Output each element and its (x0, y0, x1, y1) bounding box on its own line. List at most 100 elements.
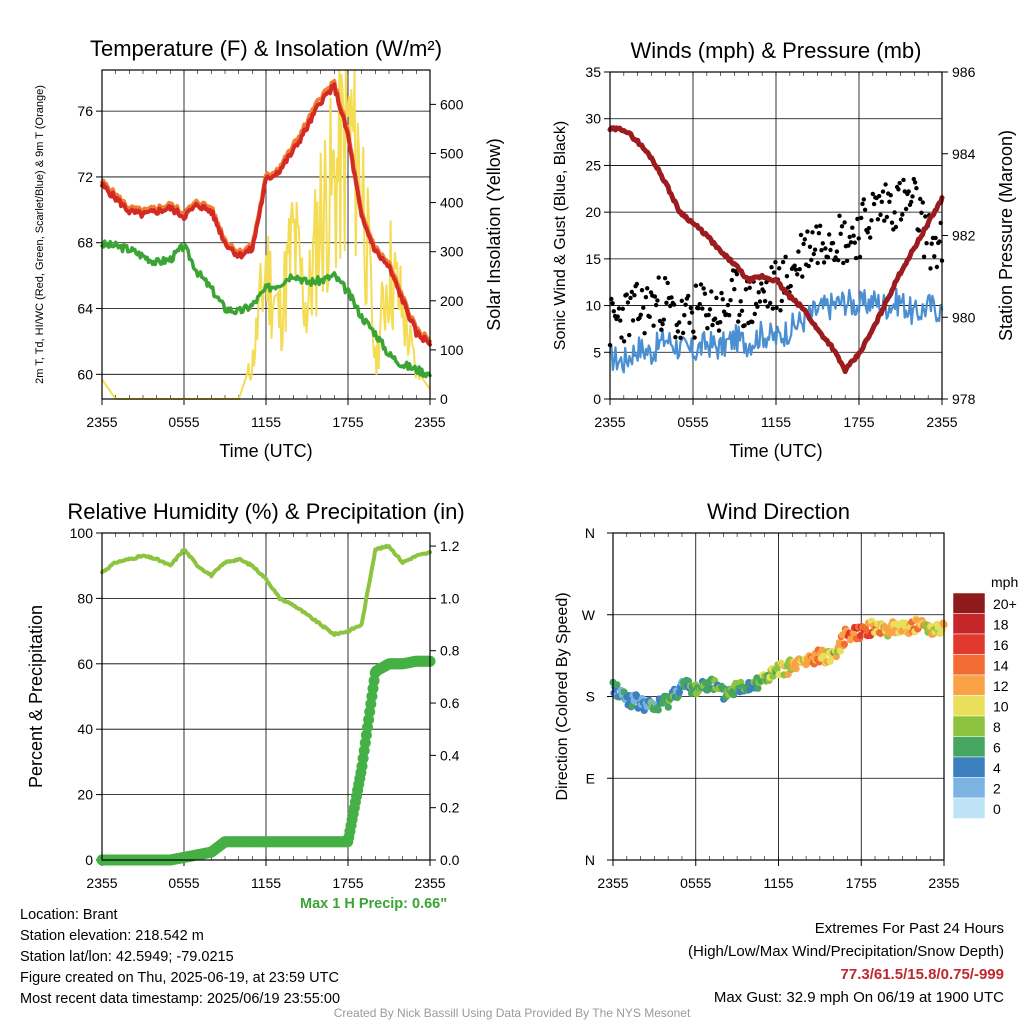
x-tick-label: 1755 (843, 414, 874, 430)
y-right-tick-label: 100 (440, 342, 464, 358)
gust-point (716, 328, 722, 333)
gust-point (848, 240, 854, 245)
x-axis-label: Time (UTC) (729, 441, 822, 461)
y-tick-label: N (585, 852, 595, 868)
gust-point (660, 321, 665, 327)
colorbar-label: 8 (993, 719, 1001, 735)
gust-point (920, 200, 925, 205)
x-tick-label: 2355 (414, 414, 445, 430)
y-tick-label: 40 (77, 721, 93, 737)
gust-point (792, 263, 797, 268)
direction-point (754, 684, 762, 692)
gust-point (901, 177, 906, 183)
direction-point (818, 646, 826, 654)
gust-point (691, 329, 696, 334)
gust-point (788, 283, 793, 289)
gust-point (765, 304, 770, 309)
gust-point (836, 258, 841, 263)
y-tick-label: 60 (77, 366, 93, 382)
gust-point (665, 280, 670, 286)
x-tick-label: 2355 (86, 414, 117, 430)
colorbar-label: 4 (993, 760, 1001, 776)
gust-point (852, 240, 857, 245)
gust-point (855, 216, 860, 222)
gust-point (621, 339, 627, 344)
gust-point (725, 302, 731, 308)
gust-point (669, 295, 674, 300)
x-tick-label: 2355 (926, 414, 957, 430)
gust-point (779, 298, 784, 304)
gust-point (821, 260, 827, 265)
extremes-values: 77.3/61.5/15.8/0.75/-999 (840, 966, 1004, 983)
max-precip-annotation: Max 1 H Precip: 0.66" (300, 896, 448, 912)
gust-point (697, 301, 702, 307)
gust-point (719, 290, 724, 296)
gust-point (834, 249, 840, 254)
gust-point (830, 240, 836, 246)
gust-point (706, 312, 711, 318)
gust-point (678, 335, 683, 340)
gust-point (888, 193, 893, 198)
gust-point (815, 260, 820, 266)
gust-point (686, 293, 691, 299)
gust-point (619, 335, 624, 340)
x-tick-label: 2355 (597, 875, 628, 891)
y-right-tick-label: 0.0 (440, 852, 460, 868)
gust-point (812, 247, 818, 252)
gust-point (728, 298, 733, 303)
gust-point (814, 224, 819, 229)
gust-point (638, 312, 643, 317)
colorbar-label: 2 (993, 781, 1001, 797)
gust-point (923, 214, 928, 219)
gust-point (850, 225, 855, 230)
gust-point (615, 314, 620, 319)
gust-point (778, 308, 783, 313)
max-gust-text: Max Gust: 32.9 mph On 06/19 at 1900 UTC (713, 989, 1004, 1006)
gust-point (865, 230, 870, 235)
gust-point (688, 305, 693, 311)
gust-point (770, 306, 775, 311)
y-tick-label: S (586, 689, 595, 705)
extremes-legend: (High/Low/Max Wind/Precipitation/Snow De… (688, 943, 1004, 960)
gust-point (916, 228, 922, 233)
extremes-info: Extremes For Past 24 Hours (High/Low/Max… (688, 917, 1004, 1009)
x-tick-label: 2355 (928, 875, 959, 891)
gust-point (679, 298, 684, 303)
gust-point (937, 239, 942, 244)
gust-point (769, 265, 774, 270)
gust-point (710, 322, 715, 328)
direction-point (826, 657, 834, 665)
y-tick-label: 64 (77, 301, 93, 317)
gust-point (698, 282, 704, 287)
gust-point (662, 276, 668, 281)
colorbar-label: 14 (993, 658, 1009, 674)
gust-point (868, 235, 873, 240)
y-tick-label: N (585, 525, 595, 541)
x-tick-label: 0555 (680, 875, 711, 891)
gust-point (709, 289, 714, 294)
gust-point (757, 299, 763, 304)
colorbar-swatch (952, 613, 986, 635)
gust-point (882, 218, 887, 223)
gust-point (655, 298, 660, 303)
gust-point (610, 301, 615, 306)
gust-point (798, 232, 804, 238)
y-tick-label: 5 (593, 344, 601, 360)
gust-point (839, 224, 845, 229)
gust-point (627, 332, 632, 338)
gust-point (643, 295, 649, 300)
x-axis-label: Time (UTC) (219, 441, 312, 461)
gust-point (856, 236, 861, 241)
gust-point (732, 287, 737, 292)
gust-point (934, 264, 940, 270)
y-axis-label: Percent & Precipitation (26, 605, 46, 788)
gust-point (801, 241, 806, 247)
gust-point (693, 283, 699, 288)
colorbar-label: 20+ (993, 596, 1017, 612)
x-tick-label: 1155 (251, 414, 281, 430)
gust-point (896, 187, 901, 192)
gust-point (734, 272, 740, 277)
x-tick-label: 1755 (846, 875, 877, 891)
x-tick-label: 2355 (594, 414, 625, 430)
y-tick-label: 25 (585, 157, 601, 173)
